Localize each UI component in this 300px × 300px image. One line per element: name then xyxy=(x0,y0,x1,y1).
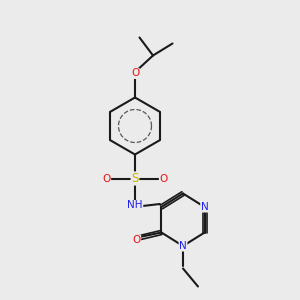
Text: O: O xyxy=(131,68,139,79)
Text: O: O xyxy=(102,173,111,184)
Text: S: S xyxy=(131,172,139,185)
Text: O: O xyxy=(159,173,168,184)
Text: O: O xyxy=(132,235,141,245)
Text: N: N xyxy=(179,241,187,251)
Text: N: N xyxy=(201,202,208,212)
Text: NH: NH xyxy=(127,200,143,211)
